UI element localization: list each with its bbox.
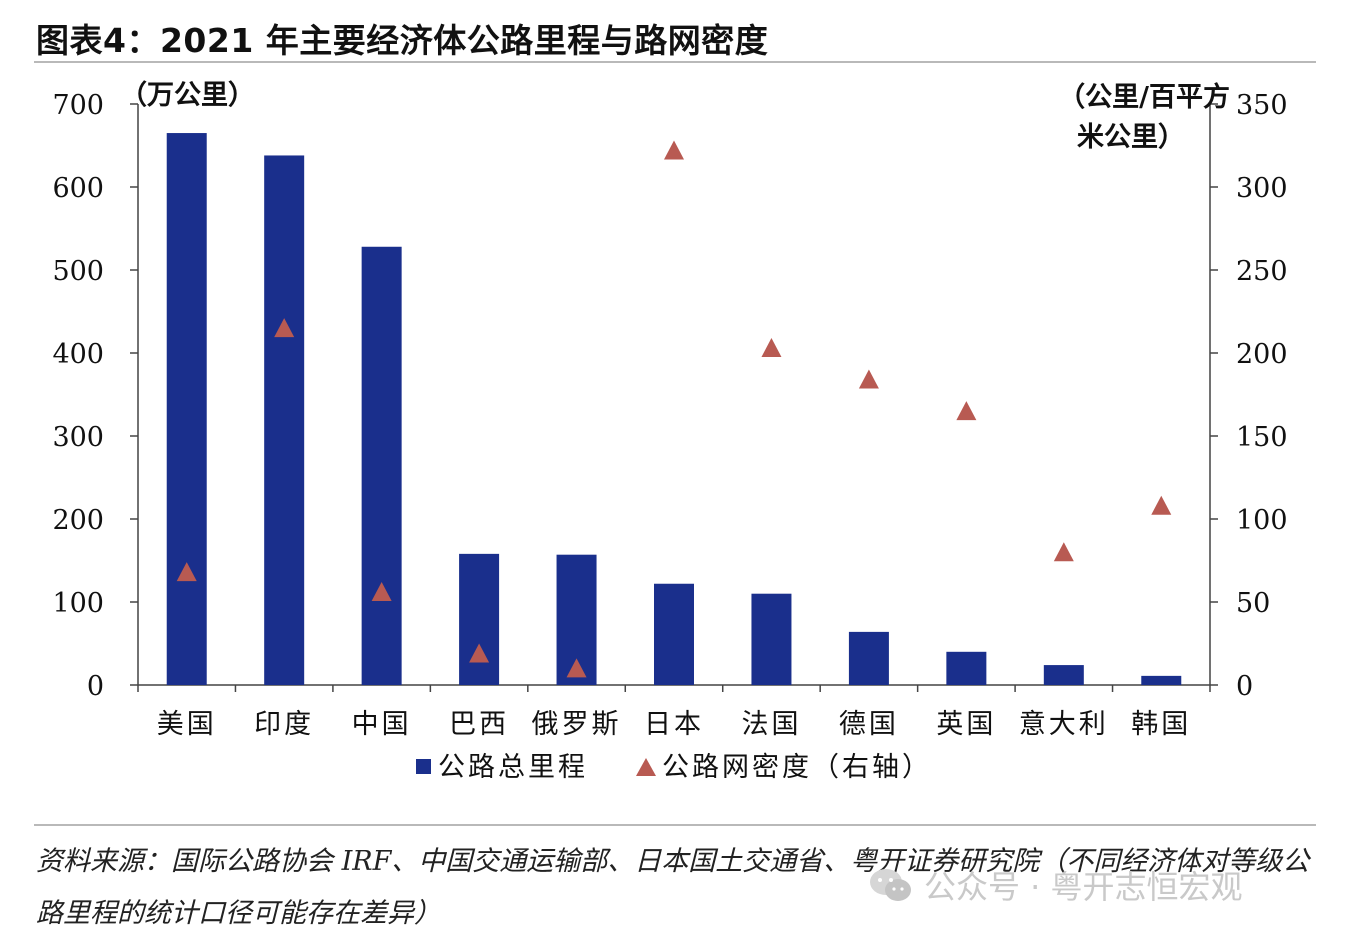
bar-4 [459, 553, 500, 685]
density-marker-8 [858, 369, 879, 389]
density-marker-7 [761, 338, 782, 358]
bar-8 [848, 631, 889, 685]
bar-9 [946, 651, 987, 685]
left-axis-tick-label: 500 [52, 256, 104, 287]
right-axis-tick-label: 350 [1236, 90, 1288, 121]
x-axis-category-label: 俄罗斯 [532, 709, 622, 740]
x-axis-category-label: 法国 [741, 709, 801, 740]
density-marker-6 [664, 140, 684, 160]
left-axis-tick-label: 600 [52, 173, 104, 204]
watermark: 公众号 · 粤开志恒宏观 [868, 862, 1243, 908]
x-axis-category-label: 日本 [644, 709, 704, 740]
source-divider [34, 824, 1316, 826]
density-marker-3 [371, 582, 392, 602]
bar-2 [264, 155, 305, 685]
right-axis-tick-label: 50 [1236, 588, 1270, 619]
bar-3 [361, 246, 402, 685]
bar-1 [166, 133, 207, 686]
x-axis-category-label: 意大利 [1019, 709, 1109, 740]
left-axis-unit-label: （万公里） [120, 80, 255, 111]
density-marker-4 [469, 643, 490, 663]
bar-6 [654, 583, 694, 685]
left-axis-tick-label: 700 [52, 90, 104, 121]
legend-bar-label: 公路总里程 [438, 752, 588, 783]
bar-10 [1043, 665, 1084, 685]
left-axis-tick-label: 300 [52, 422, 104, 453]
right-axis-tick-label: 300 [1236, 173, 1288, 204]
legend-triangle-swatch [636, 758, 656, 776]
chart: 0 100 200 300 400 500 600 700 0 50 100 150 200 250 300… [52, 80, 1288, 783]
right-axis-tick-label: 250 [1236, 256, 1288, 287]
legend-bar-swatch [416, 759, 431, 774]
x-axis-category-label: 德国 [839, 709, 899, 740]
right-axis-tick-label: 100 [1236, 505, 1288, 536]
title-divider [34, 61, 1316, 63]
x-axis-category-label: 中国 [352, 709, 412, 740]
legend-triangle-label: 公路网密度（右轴） [662, 752, 932, 783]
bar-7 [751, 593, 792, 685]
right-axis-tick-label: 150 [1236, 422, 1288, 453]
right-axis-tick-label: 0 [1236, 671, 1253, 702]
wechat-icon [870, 869, 911, 901]
density-marker-11 [1151, 495, 1172, 515]
x-axis-category-label: 巴西 [449, 709, 509, 740]
right-axis-unit-label-line1: （公里/百平方 [1058, 81, 1230, 113]
right-axis-unit-label-line2: 米公里） [1077, 122, 1185, 153]
watermark-text: 公众号 · 粤开志恒宏观 [924, 868, 1243, 906]
x-axis-category-label: 英国 [936, 709, 996, 740]
density-marker-5 [566, 658, 587, 678]
left-axis-tick-label: 0 [87, 671, 104, 702]
left-axis-tick-label: 400 [52, 339, 104, 370]
left-axis-tick-label: 100 [52, 588, 104, 619]
bar-11 [1141, 675, 1182, 685]
density-marker-2 [274, 318, 295, 338]
left-axis-tick-label: 200 [52, 505, 104, 536]
right-axis-tick-label: 200 [1236, 339, 1288, 370]
density-marker-9 [956, 401, 977, 421]
x-axis-category-label: 美国 [157, 709, 217, 740]
density-marker-10 [1053, 542, 1074, 562]
x-axis-category-label: 韩国 [1131, 709, 1191, 740]
density-marker-1 [176, 562, 197, 582]
chart-title: 图表4：2021 年主要经济体公路里程与路网密度 [36, 21, 769, 60]
source-note: 资料来源：国际公路协会 IRF、中国交通运输部、日本国土交通省、粤开证券研究院（… [36, 846, 1310, 929]
x-axis-category-label: 印度 [254, 709, 314, 740]
